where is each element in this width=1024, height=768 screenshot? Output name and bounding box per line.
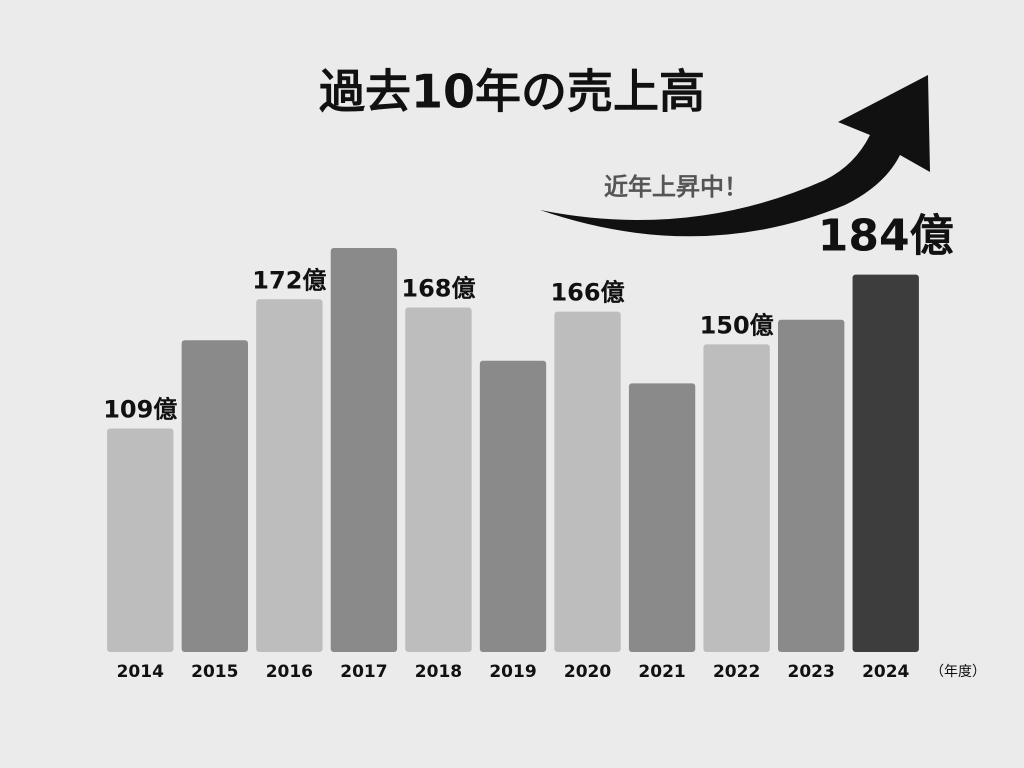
x-tick-label: 2021 [638,662,685,682]
bar [330,248,398,652]
bar [554,311,621,652]
x-tick-label: 2014 [117,662,164,682]
x-tick-label: 2024 [862,662,909,682]
value-label: 168億 [401,274,475,302]
bar [628,383,696,652]
bar [703,344,770,652]
x-unit-label: （年度） [930,664,986,680]
value-label: 150億 [700,311,774,339]
bar [256,299,323,652]
value-label: 184億 [818,211,954,262]
x-tick-label: 2020 [564,662,611,682]
x-tick-label: 2019 [489,662,536,682]
annotation: 近年上昇中！ [604,173,748,201]
chart-title: 過去10年の売上高 [319,65,705,119]
x-tick-label: 2015 [191,662,238,682]
value-label: 166億 [550,279,624,307]
x-tick-label: 2018 [415,662,462,682]
x-tick-label: 2017 [340,662,387,682]
bar [778,319,845,652]
bar [405,307,472,652]
trend-arrow [540,75,930,237]
value-label: 172億 [252,266,326,294]
x-tick-label: 2016 [266,662,313,682]
bar [479,360,547,652]
x-tick-label: 2022 [713,662,760,682]
bar [107,428,174,652]
value-label: 109億 [103,395,177,423]
bar [852,274,919,652]
x-tick-label: 2023 [788,662,835,682]
bar [181,340,248,652]
